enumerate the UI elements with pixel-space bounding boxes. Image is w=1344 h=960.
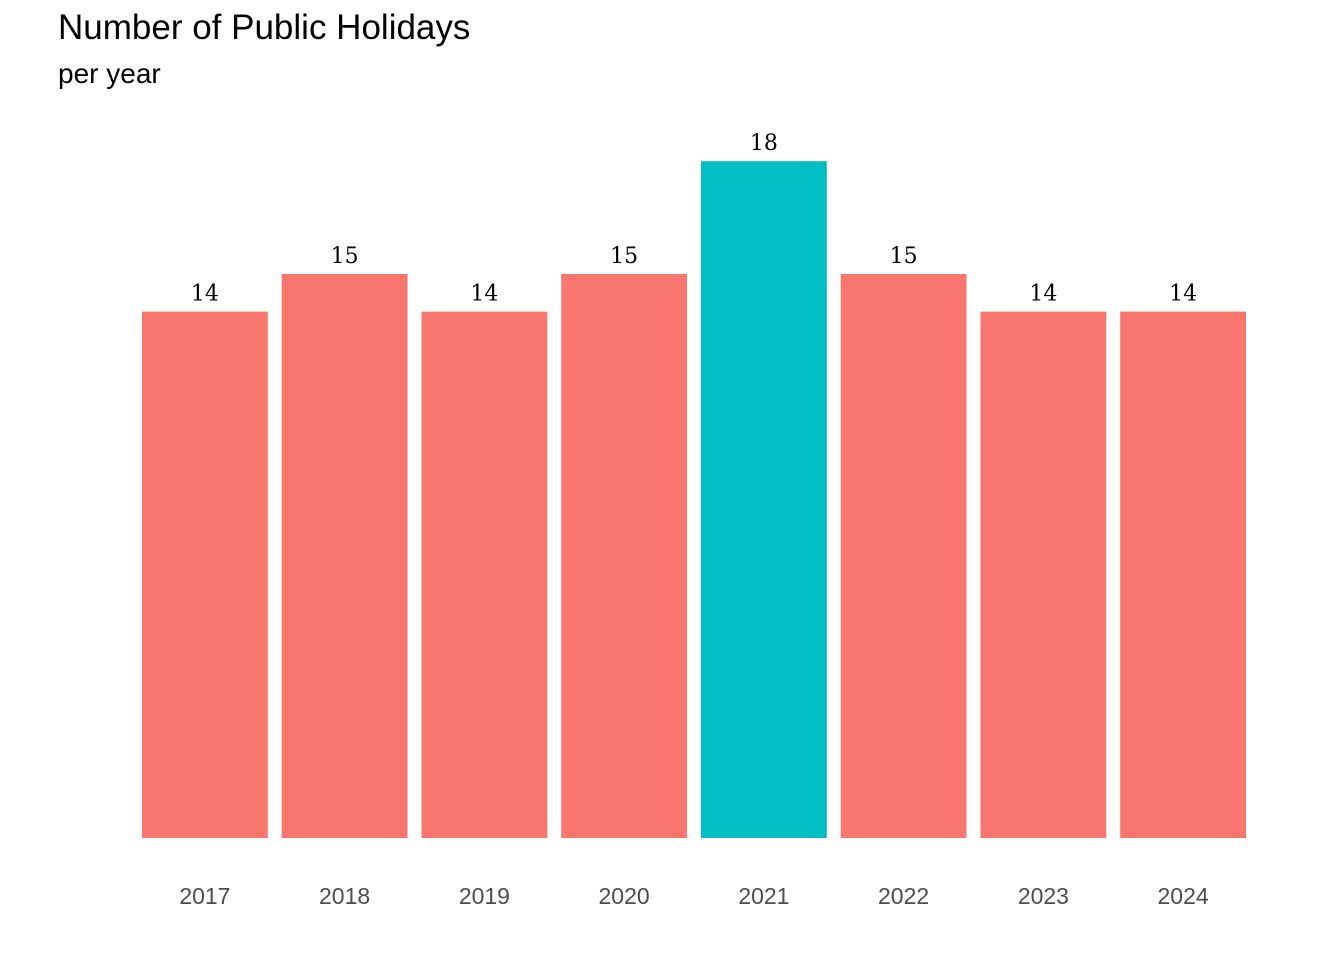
bar-2020 [561, 274, 687, 838]
bar-2019 [421, 311, 548, 839]
data-label-2019: 14 [470, 282, 498, 307]
x-tick-label-2022: 2022 [878, 883, 929, 909]
bar-2022 [840, 274, 967, 838]
data-labels-layer: 14 15 14 15 18 15 14 14 [191, 131, 1197, 306]
data-label-2021: 18 [750, 131, 778, 156]
data-label-2018: 15 [331, 244, 359, 269]
data-label-2020: 15 [610, 244, 638, 269]
chart-subtitle: per year [58, 58, 161, 89]
bar-2018 [281, 274, 408, 838]
bar-2024 [1120, 311, 1246, 839]
x-tick-label-2017: 2017 [179, 883, 230, 909]
x-tick-label-2018: 2018 [319, 883, 370, 909]
x-tick-label-2023: 2023 [1018, 883, 1069, 909]
data-label-2022: 15 [890, 244, 918, 269]
x-axis-ticks: 2017 2018 2019 2020 2021 2022 2023 2024 [179, 883, 1209, 909]
bar-2021 [701, 161, 827, 838]
bar-2017 [142, 311, 268, 839]
x-tick-label-2020: 2020 [599, 883, 650, 909]
x-tick-label-2021: 2021 [738, 883, 789, 909]
chart-title: Number of Public Holidays [58, 8, 471, 47]
bar-2023 [980, 311, 1107, 839]
data-label-2024: 14 [1169, 282, 1197, 307]
x-tick-label-2019: 2019 [459, 883, 510, 909]
data-label-2017: 14 [191, 282, 219, 307]
data-label-2023: 14 [1029, 282, 1057, 307]
x-tick-label-2024: 2024 [1158, 883, 1209, 909]
bars-layer [142, 161, 1246, 839]
